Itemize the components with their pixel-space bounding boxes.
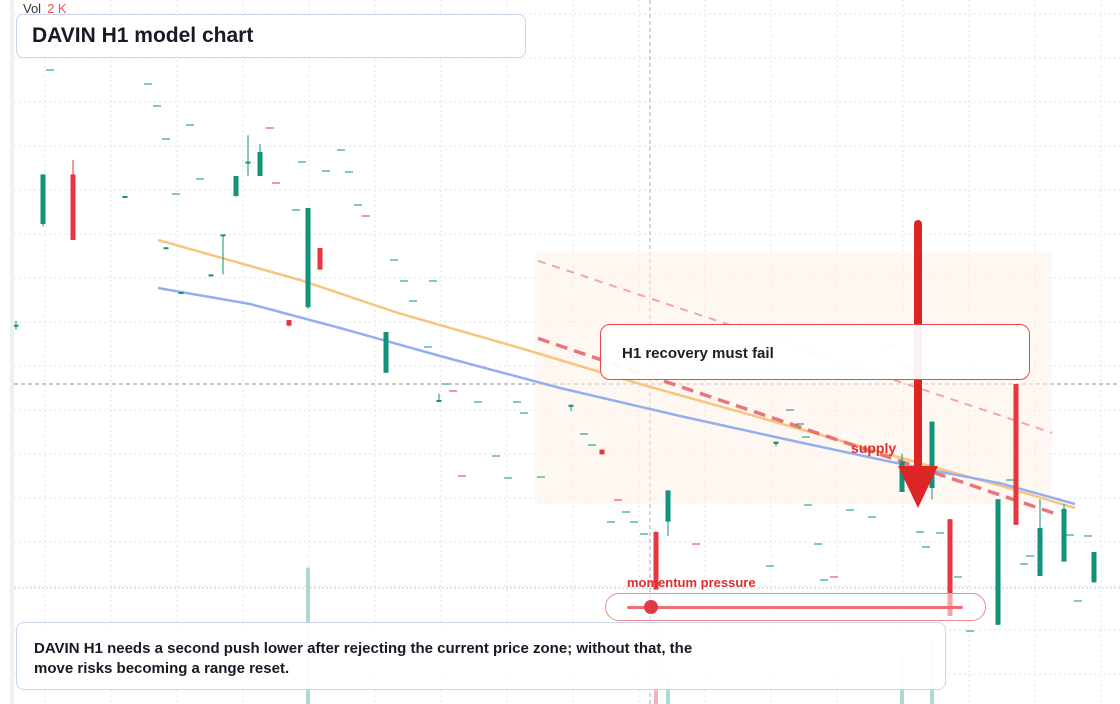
momentum-handle[interactable] <box>644 600 658 614</box>
candle-body <box>995 499 1001 625</box>
recovery-callout: H1 recovery must fail <box>600 324 1030 380</box>
candle-body <box>568 404 574 407</box>
volume-bar <box>666 676 670 704</box>
candle-body <box>245 161 251 164</box>
volume-legend-label: Vol <box>23 1 42 16</box>
candle-body <box>305 208 311 308</box>
candle-body <box>665 490 671 522</box>
candle-body <box>257 152 263 176</box>
candle-body <box>178 292 184 294</box>
momentum-bar <box>627 606 963 609</box>
candle-body <box>1091 552 1097 583</box>
volume-legend-value: 2 K <box>47 1 67 16</box>
candle-body <box>599 449 605 455</box>
callout-text: H1 recovery must fail <box>622 345 774 362</box>
candle-body <box>70 174 76 240</box>
moving-averages <box>157 238 1076 510</box>
momentum-label: momentum pressure <box>627 575 756 590</box>
candle-body <box>1013 384 1019 525</box>
candle-body <box>13 324 19 327</box>
trendline <box>537 336 1056 516</box>
candle-body <box>286 320 292 326</box>
chart-title: DAVIN H1 model chart <box>32 24 254 47</box>
down-arrow-icon <box>898 466 938 508</box>
candle-body <box>947 519 953 616</box>
candle-body <box>122 196 128 198</box>
chart-title-box: DAVIN H1 model chart <box>16 14 526 58</box>
candle-body <box>383 332 389 373</box>
candle-body <box>1037 528 1043 576</box>
analysis-note-text: DAVIN H1 needs a second push lower after… <box>34 640 693 677</box>
candle-body <box>233 176 239 196</box>
momentum-gauge[interactable] <box>605 593 986 621</box>
candle-body <box>436 400 442 402</box>
candles <box>13 69 1097 632</box>
candle-body <box>220 234 226 237</box>
candle-body <box>317 248 323 270</box>
left-scroll-rail[interactable] <box>10 0 14 704</box>
candle-body <box>773 441 779 444</box>
candle-body <box>208 274 214 277</box>
analysis-note: DAVIN H1 needs a second push lower after… <box>16 622 946 690</box>
volume-legend: Vol 2 K <box>23 1 67 16</box>
candle-body <box>40 174 46 224</box>
candle-body <box>653 532 659 590</box>
candle-body <box>163 247 169 250</box>
moving-average-slow <box>157 286 1076 506</box>
candle-body <box>929 421 935 488</box>
candle-body <box>899 461 905 492</box>
candle-body <box>1061 508 1067 562</box>
supply-label: supply <box>851 440 897 456</box>
